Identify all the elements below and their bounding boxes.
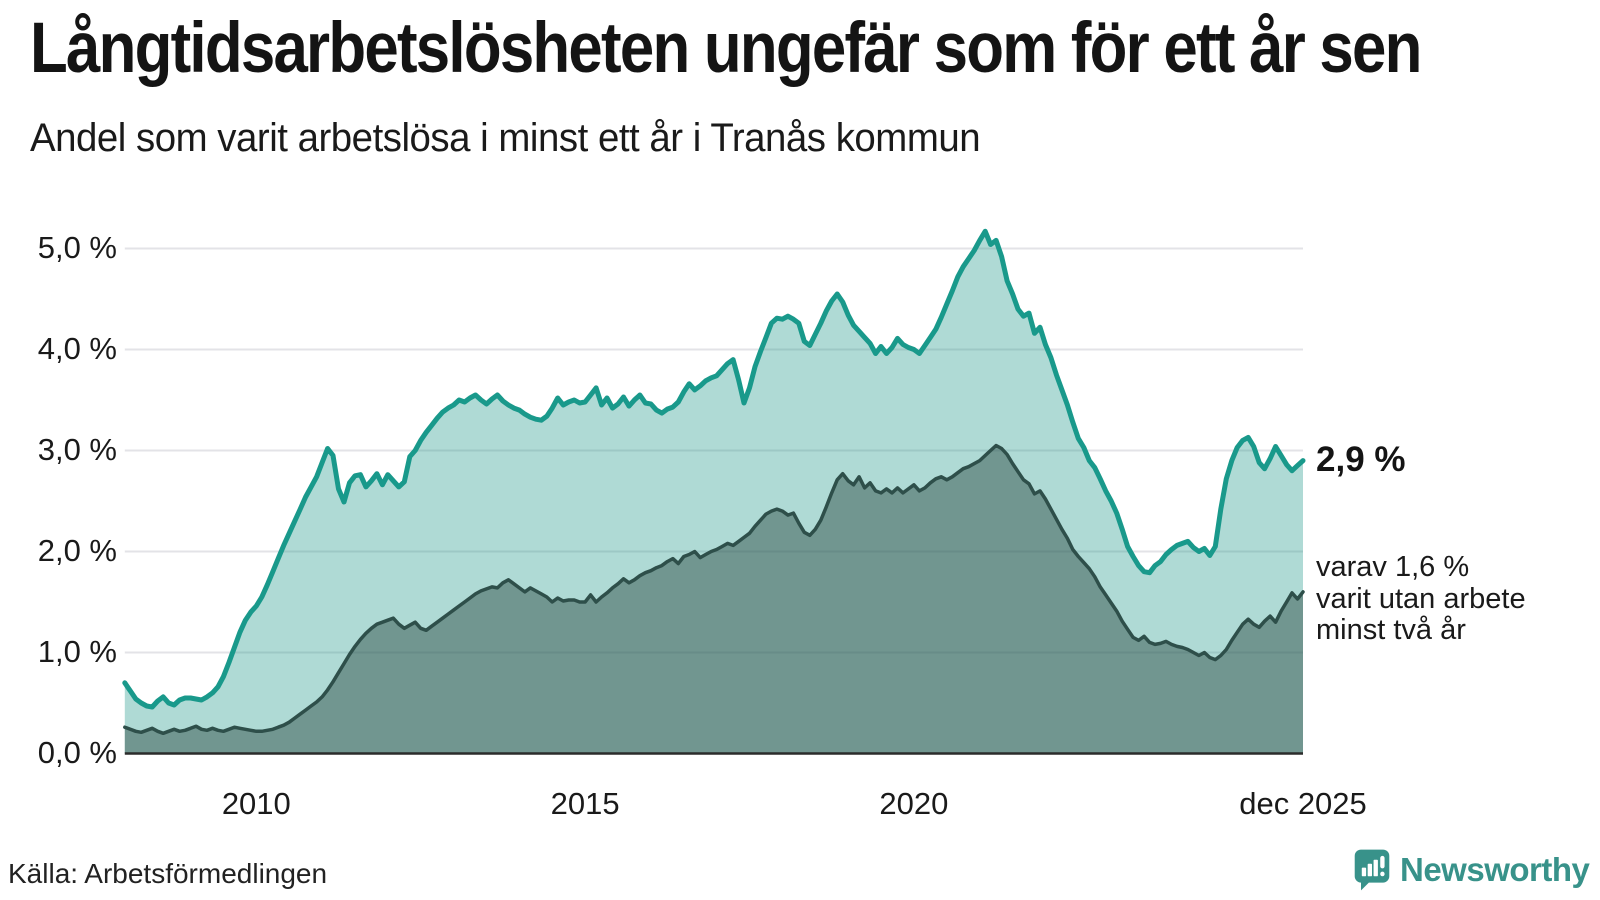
bar-icon-large [1373, 859, 1378, 877]
series-sub-annotation-line: varav 1,6 % [1316, 551, 1470, 583]
bar-icon-small [1361, 867, 1367, 877]
newsworthy-speech-bubble-icon [1354, 849, 1390, 891]
x-axis-label: 2020 [879, 786, 949, 821]
newsworthy-logo-text: Newsworthy [1400, 851, 1590, 888]
series-sub-annotation-line: minst två år [1316, 614, 1466, 646]
y-axis-label: 2,0 % [37, 533, 117, 568]
y-axis-label: 3,0 % [37, 432, 117, 467]
page-title: Långtidsarbetslösheten ungefär som för e… [30, 9, 1422, 88]
y-axis-label: 0,0 % [37, 735, 117, 770]
page-subtitle: Andel som varit arbetslösa i minst ett å… [30, 116, 981, 160]
bar-icon-medium [1367, 863, 1372, 877]
exclamation-icon [1380, 855, 1385, 869]
y-axis-label: 5,0 % [37, 230, 117, 265]
y-axis-label: 1,0 % [37, 634, 117, 669]
exclamation-dot-icon [1380, 871, 1385, 877]
x-axis-label: 2015 [550, 786, 620, 821]
series-sub-annotation-line: varit utan arbete [1316, 582, 1526, 615]
x-axis-label: dec 2025 [1239, 786, 1367, 821]
x-axis-label: 2010 [221, 786, 291, 821]
newsworthy-logo: Newsworthy [1353, 848, 1590, 892]
y-axis-label: 4,0 % [37, 331, 117, 366]
series-sub-annotation: varav 1,6 % varit utan arbete minst två … [1316, 551, 1526, 647]
source-note: Källa: Arbetsförmedlingen [8, 858, 328, 889]
series-end-value-label: 2,9 % [1316, 440, 1406, 479]
